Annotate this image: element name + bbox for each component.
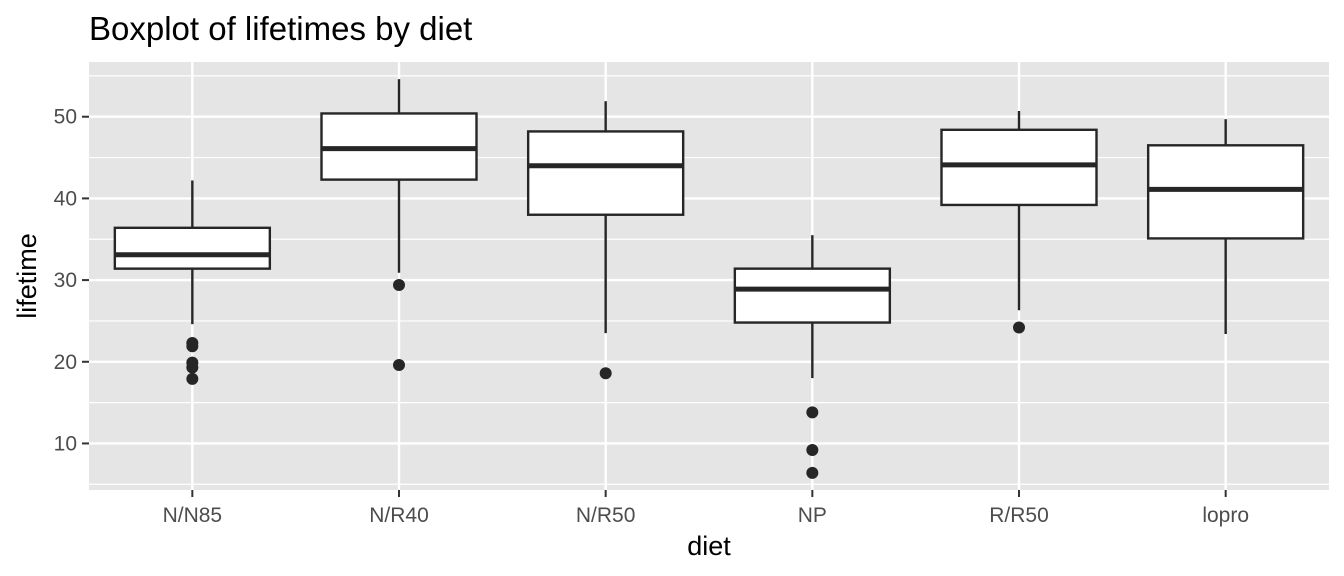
x-tick-label: N/R40: [369, 504, 429, 527]
x-tick-label: NP: [798, 504, 827, 527]
box-group-2: [526, 101, 685, 380]
chart-title: Boxplot of lifetimes by diet: [89, 10, 472, 47]
x-tick-label: lopro: [1202, 504, 1249, 527]
plot-panel: [89, 62, 1329, 490]
y-tick-label: 50: [54, 106, 77, 129]
y-axis-title: lifetime: [12, 233, 42, 319]
box-layer: [113, 79, 1305, 479]
y-tick-label: 40: [54, 187, 77, 210]
y-axis: 10 20 30 40 50: [54, 106, 89, 455]
outlier-point: [806, 443, 819, 456]
box-group-1: [320, 79, 478, 372]
box-group-0: [113, 180, 272, 385]
x-tick-label: R/R50: [989, 504, 1049, 527]
x-tick-label: N/R50: [576, 504, 636, 527]
box: [113, 226, 272, 270]
y-tick-label: 20: [54, 351, 77, 374]
x-axis-title: diet: [687, 531, 731, 561]
box: [733, 267, 892, 324]
box: [526, 130, 685, 216]
outlier-point: [393, 278, 405, 291]
outlier-point: [186, 361, 199, 374]
box-group-5: [1146, 119, 1305, 334]
outlier-point: [186, 340, 199, 353]
outlier-point: [393, 359, 405, 372]
box-group-3: [733, 235, 892, 479]
outlier-point: [806, 406, 819, 419]
y-tick-label: 30: [54, 269, 77, 292]
outlier-point: [186, 372, 199, 385]
x-tick-label: N/N85: [163, 504, 223, 527]
y-tick-label: 10: [54, 432, 77, 455]
outlier-point: [1013, 321, 1025, 334]
outlier-point: [599, 367, 612, 380]
outlier-point: [806, 466, 819, 479]
box-group-4: [940, 111, 1098, 334]
x-axis: N/N85 N/R40 N/R50 NP R/R50 lopro: [163, 490, 1249, 527]
